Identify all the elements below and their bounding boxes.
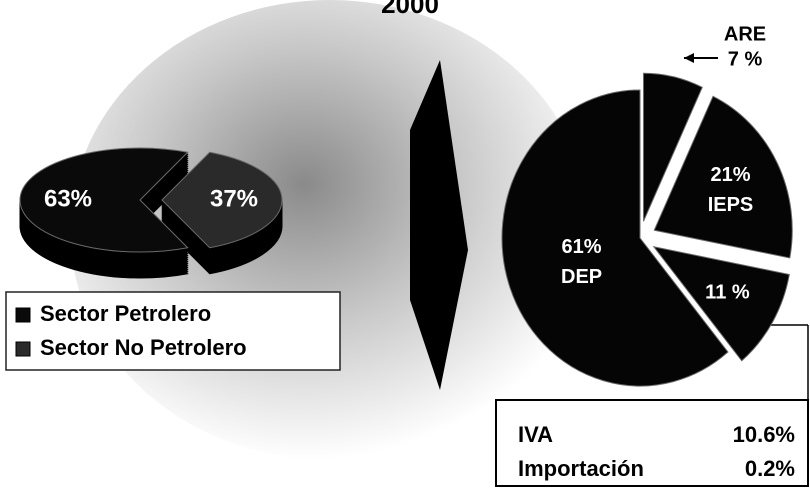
- pie-slice: [653, 95, 793, 259]
- breakdown-box: [495, 399, 809, 487]
- legend-box: [5, 291, 341, 371]
- slice-value-label: 21%: [710, 164, 750, 186]
- big-arrow: [410, 60, 468, 390]
- slice-value-label: 11 %: [705, 282, 750, 304]
- pie-slice: [642, 72, 703, 222]
- breakdown-label: IVA: [518, 422, 553, 447]
- pie-slice: [19, 147, 189, 253]
- slice-category-label: IEPS: [708, 194, 754, 216]
- chart-title: 2000: [381, 0, 439, 19]
- pie-slice: [501, 89, 729, 387]
- pie-slice: [652, 245, 790, 362]
- slice-value-label: 7 %: [728, 48, 763, 70]
- breakdown-value: 0.2%: [745, 456, 795, 481]
- slice-value-label: 37%: [210, 185, 258, 212]
- slice-category-label: ARE: [724, 23, 766, 45]
- breakdown-value: 10.6%: [733, 422, 795, 447]
- slice-value-label: 63%: [44, 185, 92, 212]
- legend-swatch: [15, 307, 31, 323]
- slice-category-label: DEP: [561, 266, 602, 288]
- slice-value-label: 61%: [562, 236, 602, 258]
- pie-slice: [161, 151, 283, 249]
- breakdown-label: Importación: [518, 456, 644, 481]
- legend: [5, 291, 341, 371]
- legend-label: Sector No Petrolero: [40, 335, 247, 360]
- label-arrowhead: [684, 53, 694, 63]
- legend-swatch: [15, 341, 31, 357]
- legend-label: Sector Petrolero: [40, 301, 211, 326]
